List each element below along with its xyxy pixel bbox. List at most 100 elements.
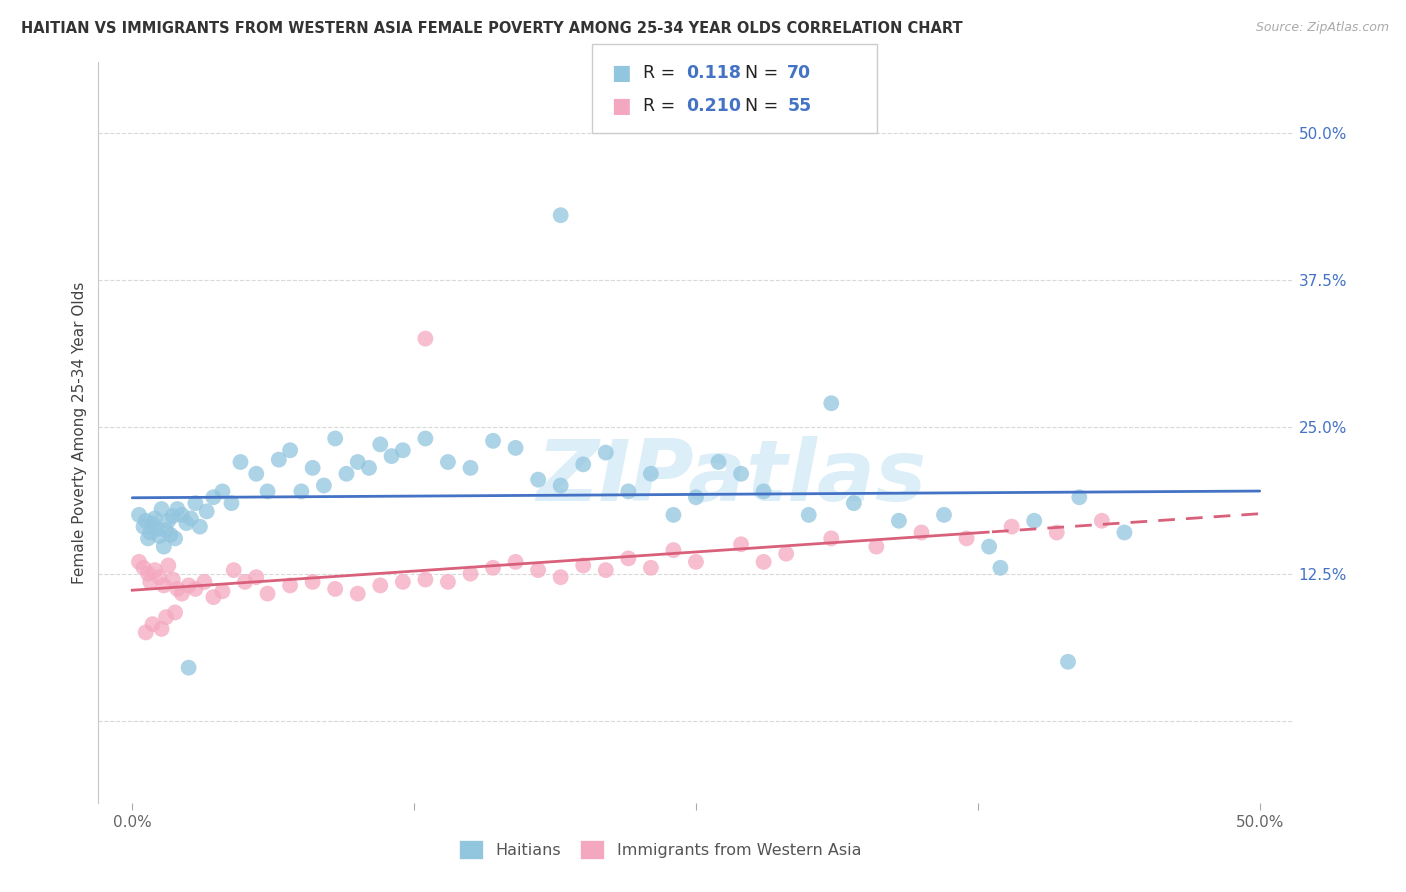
Point <box>505 441 527 455</box>
Point <box>752 555 775 569</box>
Text: R =: R = <box>643 97 681 115</box>
Point <box>222 563 245 577</box>
Point <box>136 566 159 581</box>
Point <box>572 458 595 472</box>
Point <box>820 532 842 546</box>
Point <box>797 508 820 522</box>
Point <box>155 610 177 624</box>
Point <box>640 467 662 481</box>
Text: ZIPatlas: ZIPatlas <box>537 435 927 518</box>
Point <box>820 396 842 410</box>
Point <box>132 519 155 533</box>
Point <box>572 558 595 573</box>
Point <box>301 461 323 475</box>
Point <box>550 570 572 584</box>
Point <box>1057 655 1080 669</box>
Point <box>256 586 278 600</box>
Point <box>290 484 312 499</box>
Point <box>775 547 797 561</box>
Text: Source: ZipAtlas.com: Source: ZipAtlas.com <box>1256 21 1389 34</box>
Point <box>910 525 932 540</box>
Point <box>415 332 437 346</box>
Point <box>1024 514 1046 528</box>
Point <box>932 508 955 522</box>
Text: 70: 70 <box>787 64 811 82</box>
Point <box>368 578 391 592</box>
Point <box>460 461 482 475</box>
Point <box>211 484 233 499</box>
Point <box>193 574 215 589</box>
Point <box>153 540 176 554</box>
Point <box>977 540 1000 554</box>
Point <box>527 473 550 487</box>
Y-axis label: Female Poverty Among 25-34 Year Olds: Female Poverty Among 25-34 Year Olds <box>72 282 87 583</box>
Point <box>188 519 211 533</box>
Point <box>195 504 218 518</box>
Point <box>256 484 278 499</box>
Point <box>707 455 730 469</box>
Point <box>184 582 207 596</box>
Point <box>267 452 290 467</box>
Point <box>143 563 166 577</box>
Point <box>150 622 173 636</box>
Point <box>437 574 460 589</box>
Point <box>141 617 163 632</box>
Point <box>184 496 207 510</box>
Text: 55: 55 <box>787 97 811 115</box>
Point <box>139 574 162 589</box>
Point <box>415 432 437 446</box>
Point <box>617 484 640 499</box>
Point <box>211 584 233 599</box>
Point <box>346 586 368 600</box>
Point <box>233 574 256 589</box>
Point <box>245 467 267 481</box>
Point <box>128 555 150 569</box>
Point <box>312 478 335 492</box>
Point <box>392 443 415 458</box>
Point <box>155 523 177 537</box>
Point <box>685 490 707 504</box>
Text: N =: N = <box>734 64 783 82</box>
Point <box>357 461 380 475</box>
Point <box>617 551 640 566</box>
Point <box>165 532 187 546</box>
Point <box>162 509 184 524</box>
Point <box>166 502 188 516</box>
Point <box>990 561 1012 575</box>
Point <box>346 455 368 469</box>
Text: R =: R = <box>643 64 681 82</box>
Point <box>157 558 180 573</box>
Point <box>136 532 159 546</box>
Point <box>505 555 527 569</box>
Point <box>662 543 685 558</box>
Point <box>730 467 752 481</box>
Point <box>148 570 170 584</box>
Point <box>1069 490 1091 504</box>
Point <box>550 478 572 492</box>
Point <box>146 522 169 536</box>
Point <box>1046 525 1069 540</box>
Point <box>437 455 460 469</box>
Point <box>415 573 437 587</box>
Point <box>221 496 243 510</box>
Point <box>301 574 323 589</box>
Text: ■: ■ <box>612 63 631 83</box>
Point <box>955 532 977 546</box>
Point <box>170 586 193 600</box>
Point <box>176 516 198 530</box>
Point <box>278 443 301 458</box>
Text: N =: N = <box>734 97 783 115</box>
Point <box>202 490 225 504</box>
Point <box>640 561 662 575</box>
Point <box>153 578 176 592</box>
Point <box>595 563 617 577</box>
Point <box>229 455 252 469</box>
Point <box>128 508 150 522</box>
Point <box>730 537 752 551</box>
Point <box>323 432 346 446</box>
Legend: Haitians, Immigrants from Western Asia: Haitians, Immigrants from Western Asia <box>453 834 868 865</box>
Point <box>159 528 181 542</box>
Point <box>166 582 188 596</box>
Point <box>202 590 225 604</box>
Point <box>1114 525 1136 540</box>
